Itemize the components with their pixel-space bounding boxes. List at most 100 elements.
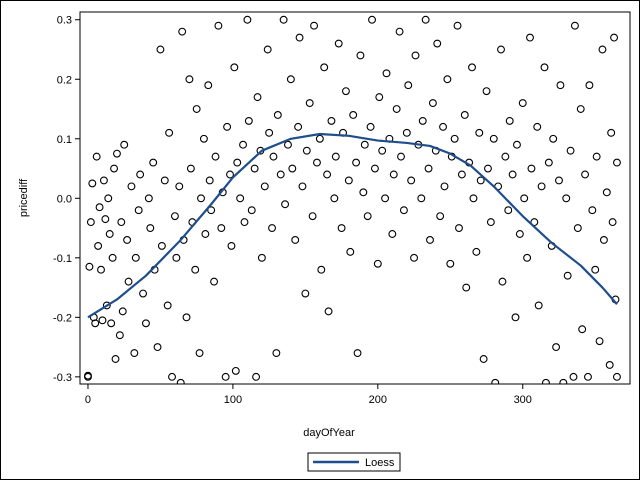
data-point: [257, 253, 266, 262]
data-point: [253, 93, 262, 102]
data-point: [276, 170, 285, 179]
data-point: [402, 128, 411, 137]
data-point: [595, 337, 604, 346]
data-point: [108, 253, 117, 262]
data-point: [130, 349, 139, 357]
data-point: [305, 99, 314, 108]
data-point: [407, 176, 416, 185]
data-point: [482, 87, 491, 96]
data-point: [570, 21, 579, 30]
data-point: [221, 372, 230, 381]
data-point: [146, 224, 155, 233]
data-point: [153, 343, 162, 352]
data-point: [250, 164, 259, 173]
axes: 0 100 200 300 -0.3 -0.2 -0.1 0.0 0.1 0.2 0.3: [53, 11, 631, 406]
data-point: [110, 164, 119, 173]
data-point: [439, 122, 447, 131]
data-point: [269, 152, 278, 161]
x-tick-label: 100: [224, 394, 242, 406]
data-point: [537, 182, 546, 191]
data-point: [324, 307, 333, 316]
data-point: [107, 319, 116, 328]
data-point: [168, 372, 176, 381]
data-point: [360, 140, 369, 149]
data-point: [588, 206, 597, 215]
data-point: [223, 122, 232, 131]
data-point: [375, 93, 384, 102]
data-point: [217, 224, 226, 233]
data-point: [313, 158, 321, 167]
data-point: [284, 140, 292, 149]
data-point: [205, 176, 214, 185]
data-point: [85, 262, 94, 271]
data-point: [240, 218, 249, 227]
data-point: [404, 81, 413, 90]
y-tick-label: 0.2: [57, 74, 72, 86]
data-point: [366, 122, 375, 131]
data-point: [214, 21, 223, 30]
y-tick-label: 0.0: [57, 193, 72, 205]
data-point: [320, 63, 329, 72]
data-point: [450, 134, 459, 143]
data-point: [346, 247, 355, 256]
data-point: [399, 206, 408, 215]
data-point: [552, 343, 561, 352]
data-point: [102, 301, 111, 310]
data-point: [101, 215, 110, 224]
data-point: [165, 128, 174, 137]
data-point: [308, 212, 317, 221]
data-point: [113, 149, 121, 158]
data-point: [581, 170, 590, 179]
data-point: [98, 316, 107, 325]
data-point: [433, 39, 442, 48]
data-point: [526, 33, 534, 42]
data-point: [88, 179, 97, 188]
data-point: [443, 75, 452, 84]
data-point: [368, 15, 376, 24]
data-point: [533, 122, 542, 131]
data-point: [472, 247, 481, 256]
data-point: [91, 319, 100, 328]
data-point: [185, 75, 194, 84]
data-point: [134, 206, 143, 215]
data-point: [99, 176, 108, 185]
data-point: [359, 188, 368, 197]
data-point: [566, 146, 575, 155]
data-point: [389, 170, 398, 179]
data-point: [573, 224, 582, 233]
data-point: [418, 116, 427, 125]
data-point: [327, 116, 336, 125]
data-point: [243, 15, 252, 24]
data-point: [352, 158, 361, 167]
data-point: [291, 236, 300, 244]
data-point: [578, 325, 587, 334]
data-point: [378, 146, 387, 155]
data-point: [105, 230, 114, 238]
data-point: [501, 152, 510, 161]
data-point: [598, 45, 607, 54]
data-point: [476, 176, 485, 185]
data-point: [233, 158, 242, 167]
data-point: [273, 111, 282, 119]
data-point: [288, 164, 297, 173]
data-point: [440, 182, 449, 191]
data-point: [559, 378, 568, 384]
data-point: [210, 277, 219, 286]
data-point: [231, 366, 240, 375]
data-point: [469, 194, 478, 203]
y-tick-label: -0.1: [53, 253, 72, 265]
data-point: [569, 372, 578, 381]
data-point: [475, 128, 484, 137]
data-point: [272, 349, 281, 357]
data-point: [247, 206, 256, 215]
data-point: [462, 283, 471, 292]
data-point: [268, 224, 276, 233]
data-point: [252, 372, 261, 381]
legend-loess-label: Loess: [365, 457, 395, 469]
scatter-points: [84, 15, 621, 384]
data-point: [199, 134, 208, 143]
data-point: [468, 63, 476, 72]
data-point: [349, 111, 358, 119]
